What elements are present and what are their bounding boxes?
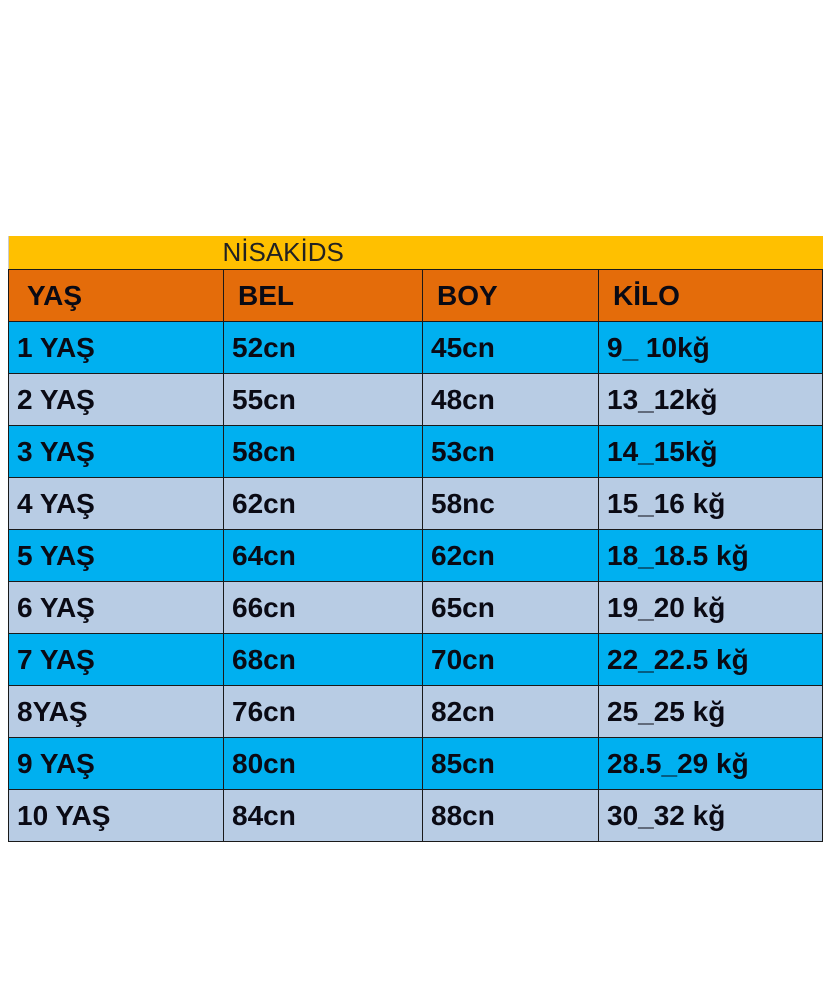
weight-cell: 22_22.5 kğ [598, 633, 823, 686]
waist-cell: 80cn [223, 737, 423, 790]
age-cell: 6 YAŞ [8, 581, 224, 634]
waist-cell: 66cn [223, 581, 423, 634]
age-cell: 8YAŞ [8, 685, 224, 738]
table-row: 2 YAŞ 55cn 48cn 13_12kğ [8, 373, 823, 426]
weight-cell: 15_16 kğ [598, 477, 823, 530]
age-cell: 5 YAŞ [8, 529, 224, 582]
height-cell: 65cn [422, 581, 599, 634]
age-cell: 10 YAŞ [8, 789, 224, 842]
weight-cell: 19_20 kğ [598, 581, 823, 634]
age-cell: 7 YAŞ [8, 633, 224, 686]
height-cell: 88cn [422, 789, 599, 842]
header-row: YAŞ BEL BOY KİLO [8, 269, 823, 322]
age-cell: 4 YAŞ [8, 477, 224, 530]
waist-cell: 76cn [223, 685, 423, 738]
waist-cell: 84cn [223, 789, 423, 842]
age-cell: 3 YAŞ [8, 425, 224, 478]
header-age: YAŞ [8, 269, 224, 322]
header-weight: KİLO [598, 269, 823, 322]
waist-cell: 52cn [223, 321, 423, 374]
waist-cell: 68cn [223, 633, 423, 686]
table-row: 8YAŞ 76cn 82cn 25_25 kğ [8, 685, 823, 738]
height-cell: 62cn [422, 529, 599, 582]
age-cell: 9 YAŞ [8, 737, 224, 790]
waist-cell: 58cn [223, 425, 423, 478]
table-row: 6 YAŞ 66cn 65cn 19_20 kğ [8, 581, 823, 634]
height-cell: 82cn [422, 685, 599, 738]
header-height: BOY [422, 269, 599, 322]
size-chart-table: NİSAKİDS YAŞ BEL BOY KİLO 1 YAŞ 52cn 45cn 9… [8, 236, 823, 842]
height-cell: 45cn [422, 321, 599, 374]
table-row: 5 YAŞ 64cn 62cn 18_18.5 kğ [8, 529, 823, 582]
weight-cell: 13_12kğ [598, 373, 823, 426]
waist-cell: 55cn [223, 373, 423, 426]
weight-cell: 9_ 10kğ [598, 321, 823, 374]
weight-cell: 14_15kğ [598, 425, 823, 478]
weight-cell: 25_25 kğ [598, 685, 823, 738]
height-cell: 58nc [422, 477, 599, 530]
header-waist: BEL [223, 269, 423, 322]
weight-cell: 28.5_29 kğ [598, 737, 823, 790]
table-row: 10 YAŞ 84cn 88cn 30_32 kğ [8, 789, 823, 842]
waist-cell: 64cn [223, 529, 423, 582]
table-row: 1 YAŞ 52cn 45cn 9_ 10kğ [8, 321, 823, 374]
height-cell: 48cn [422, 373, 599, 426]
table-row: 4 YAŞ 62cn 58nc 15_16 kğ [8, 477, 823, 530]
table-row: 7 YAŞ 68cn 70cn 22_22.5 kğ [8, 633, 823, 686]
height-cell: 70cn [422, 633, 599, 686]
age-cell: 2 YAŞ [8, 373, 224, 426]
brand-title: NİSAKİDS [8, 236, 823, 270]
waist-cell: 62cn [223, 477, 423, 530]
age-cell: 1 YAŞ [8, 321, 224, 374]
weight-cell: 30_32 kğ [598, 789, 823, 842]
height-cell: 53cn [422, 425, 599, 478]
table-row: 3 YAŞ 58cn 53cn 14_15kğ [8, 425, 823, 478]
title-row: NİSAKİDS [8, 236, 823, 270]
height-cell: 85cn [422, 737, 599, 790]
table-row: 9 YAŞ 80cn 85cn 28.5_29 kğ [8, 737, 823, 790]
weight-cell: 18_18.5 kğ [598, 529, 823, 582]
